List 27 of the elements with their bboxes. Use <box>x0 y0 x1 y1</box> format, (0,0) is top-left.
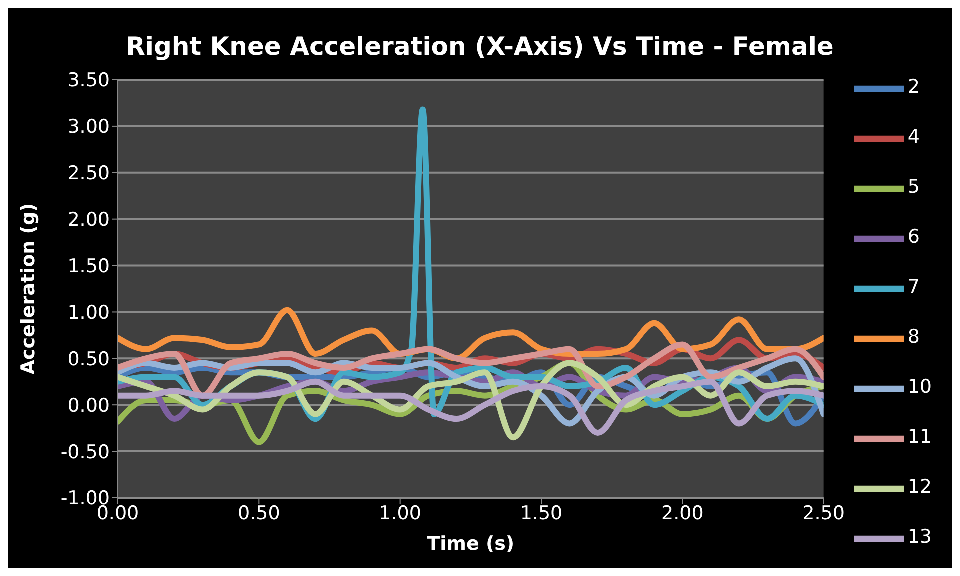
legend-label: 2 <box>908 76 920 98</box>
legend-label: 11 <box>908 426 932 448</box>
legend-label: 10 <box>908 376 932 398</box>
legend-label: 12 <box>908 476 932 498</box>
y-tick-label: 1.00 <box>68 302 110 324</box>
y-axis-title: Acceleration (g) <box>18 203 40 375</box>
legend-label: 7 <box>908 276 920 298</box>
x-tick-label: 1.00 <box>379 502 422 524</box>
x-axis-title: Time (s) <box>427 533 515 555</box>
x-tick-label: 2.50 <box>802 502 845 524</box>
legend-label: 5 <box>908 176 920 198</box>
y-tick-label: 2.00 <box>68 209 110 232</box>
y-tick-label: 0.00 <box>68 394 110 417</box>
legend-label: 6 <box>908 226 920 248</box>
y-tick-label: 2.50 <box>68 162 110 185</box>
y-tick-label: -0.50 <box>60 441 110 464</box>
x-tick-label: 1.50 <box>520 502 563 524</box>
x-tick-label: 2.00 <box>661 502 704 524</box>
legend-label: 4 <box>908 126 920 148</box>
x-tick-label: 0.50 <box>238 502 280 524</box>
y-tick-label: 0.50 <box>68 348 110 370</box>
y-tick-label: 1.50 <box>68 256 110 278</box>
y-tick-label: 3.50 <box>68 70 110 92</box>
y-tick-label: 3.00 <box>68 116 110 138</box>
legend-label: 13 <box>908 526 932 548</box>
legend-label: 8 <box>908 326 920 348</box>
chart-title: Right Knee Acceleration (X-Axis) Vs Time - Female <box>125 31 835 61</box>
